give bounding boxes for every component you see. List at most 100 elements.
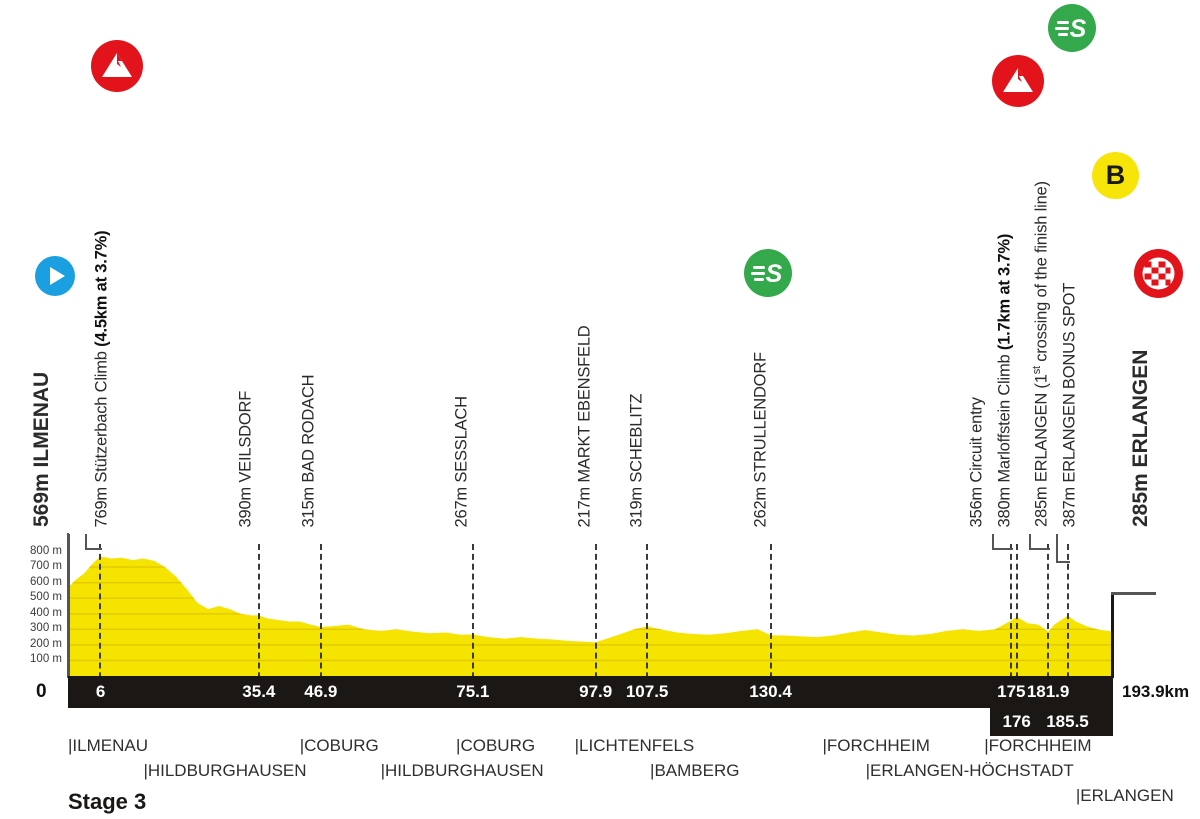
region-label: |COBURG	[299, 736, 379, 755]
y-axis-tick: 200 m	[30, 637, 62, 650]
region-label: |HILDBURGHAUSEN	[380, 761, 544, 780]
marker-text: BAD RODACH	[299, 374, 318, 483]
marker-label-marloffstein-climb: 380m Marloffstein Climb (1.7km at 3.7%)	[995, 233, 1014, 527]
marker-altitude: 380m	[995, 486, 1014, 527]
marker-dash-line	[1010, 544, 1013, 708]
marker-altitude: 217m	[575, 486, 594, 527]
distance-tick-label: 46.9	[304, 682, 338, 701]
finish-line	[1111, 592, 1114, 678]
marker-label-stutzerbach-climb: 769m Stützerbach Climb (4.5km at 3.7%)	[92, 230, 111, 527]
marker-altitude: 315m	[299, 486, 318, 527]
marker-altitude: 285m	[1129, 473, 1152, 527]
marker-text: ILMENAU	[30, 371, 53, 468]
distance-bar	[68, 676, 1113, 708]
marker-text: ERLANGEN BONUS SPOT	[1060, 282, 1079, 483]
bonus-b-icon: B	[1092, 152, 1139, 199]
climb-mountain-icon	[91, 40, 143, 92]
marker-label-scheblitz: 319m SCHEBLITZ	[627, 393, 646, 527]
marker-elbow-connector	[992, 534, 1014, 550]
marker-text: MARKT EBENSFELD	[575, 324, 594, 483]
svg-text:S: S	[766, 260, 783, 288]
marker-label-erlangen-bonus-spot: 387m ERLANGEN BONUS SPOT	[1060, 282, 1079, 527]
marker-dash-line	[1047, 544, 1050, 708]
marker-dash-line	[594, 544, 597, 708]
finish-line-top	[1111, 592, 1156, 595]
region-label: |ERLANGEN-HÖCHSTADT	[865, 761, 1074, 780]
marker-text: Marloffstein Climb	[995, 353, 1014, 483]
marker-altitude: 390m	[236, 486, 255, 527]
distance-tick-label: 185.5	[1046, 712, 1089, 731]
marker-label-erlangen-first-crossing: 285m ERLANGEN (1st crossing of the finis…	[1031, 181, 1051, 527]
distance-bar-row2	[990, 708, 1113, 736]
climb-mountain-icon	[992, 55, 1044, 107]
y-axis-ticks: 800 m 700 m 600 m 500 m 400 m 300 m 200 m 100 m	[0, 536, 62, 676]
total-distance-label: 193.9km	[1122, 682, 1190, 701]
marker-altitude: 319m	[627, 486, 646, 527]
marker-altitude: 387m	[1060, 486, 1079, 527]
distance-tick-label: 107.5	[625, 682, 669, 701]
stage-title: Stage 3	[68, 789, 147, 814]
marker-label-bad-rodach: 315m BAD RODACH	[299, 374, 318, 527]
y-axis-tick: 500 m	[30, 591, 62, 604]
marker-dash-line	[257, 544, 260, 708]
distance-tick-label: 75.1	[456, 682, 490, 701]
marker-text: ERLANGEN (1	[1032, 374, 1051, 483]
marker-text: ERLANGEN	[1129, 349, 1152, 468]
marker-altitude: 356m	[967, 486, 986, 527]
y-axis-tick: 800 m	[30, 544, 62, 557]
marker-elbow-connector	[68, 534, 70, 680]
marker-dash-line	[769, 544, 772, 708]
distance-tick-label: 130.4	[749, 682, 792, 701]
marker-dash-line	[319, 544, 322, 708]
y-axis-tick: 700 m	[30, 560, 62, 573]
finish-checkered-icon	[1134, 249, 1183, 298]
marker-dash-line	[1066, 544, 1069, 708]
y-axis-tick: 100 m	[30, 653, 62, 666]
marker-text: VEILSDORF	[236, 390, 255, 483]
region-label: |FORCHHEIM	[984, 736, 1092, 755]
marker-detail: crossing of the finish line)	[1032, 181, 1051, 367]
region-label: |ILMENAU	[68, 736, 148, 755]
elevation-profile-plot	[68, 536, 1113, 676]
marker-elbow-connector	[1029, 534, 1051, 550]
start-play-icon	[35, 256, 75, 296]
distance-tick-label: 175	[997, 682, 1026, 701]
distance-zero-label: 0	[36, 681, 47, 702]
svg-text:S: S	[1070, 15, 1087, 43]
region-label: |BAMBERG	[650, 761, 740, 780]
marker-dash-line	[99, 544, 102, 708]
marker-altitude: 769m	[92, 486, 111, 527]
bonus-letter: B	[1105, 160, 1126, 190]
distance-tick-label: 176	[1002, 712, 1031, 731]
marker-text: SESSLACH	[452, 395, 471, 483]
region-label: |FORCHHEIM	[822, 736, 930, 755]
distance-tick-label: 97.9	[579, 682, 613, 701]
region-label: |HILDBURGHAUSEN	[143, 761, 307, 780]
marker-label-markt-ebensfeld: 217m MARKT EBENSFELD	[575, 324, 594, 527]
y-axis-tick: 600 m	[30, 575, 62, 588]
marker-label-circuit-entry: 356m Circuit entry	[967, 396, 986, 527]
marker-text: STRULLENDORF	[751, 351, 770, 483]
marker-detail: (4.5km at 3.7%)	[92, 230, 111, 347]
distance-tick-label: 6	[95, 682, 106, 701]
marker-elbow-connector	[1055, 534, 1070, 563]
y-axis-tick: 400 m	[30, 606, 62, 619]
marker-label-strullendorf: 262m STRULLENDORF	[751, 351, 770, 527]
marker-label-finish: 285m ERLANGEN	[1129, 349, 1152, 527]
marker-text: Stützerbach Climb	[92, 350, 111, 483]
marker-label-sesslach: 267m SESSLACH	[452, 395, 471, 527]
marker-altitude: 267m	[452, 486, 471, 527]
sprint-icon: S	[1048, 4, 1096, 52]
marker-text: Circuit entry	[967, 396, 986, 483]
distance-tick-label: 35.4	[242, 682, 276, 701]
marker-label-start: 569m ILMENAU	[30, 371, 53, 527]
marker-dash-line	[471, 544, 474, 708]
marker-text: SCHEBLITZ	[627, 393, 646, 483]
region-label: |COBURG	[456, 736, 536, 755]
marker-detail: (1.7km at 3.7%)	[995, 233, 1014, 350]
region-label: |LICHTENFELS	[574, 736, 695, 755]
marker-altitude: 262m	[751, 486, 770, 527]
marker-dash-line	[646, 544, 649, 708]
distance-tick-label: 181.9	[1026, 682, 1070, 701]
